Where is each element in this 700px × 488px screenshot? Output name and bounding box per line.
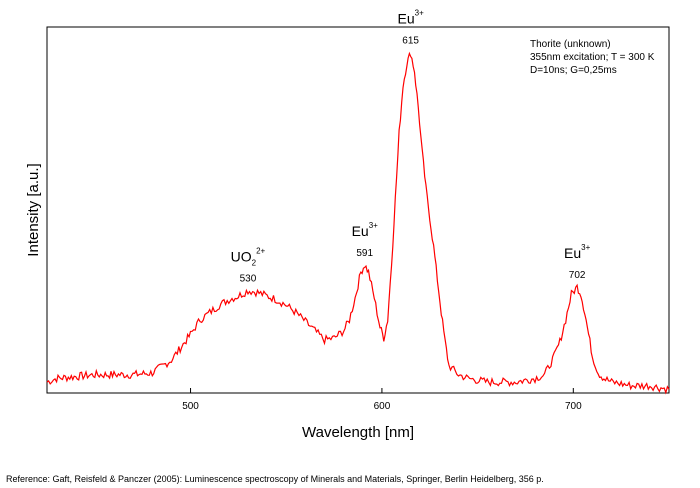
plot-frame bbox=[46, 26, 670, 394]
x-axis-ticks: 500 600 700 bbox=[182, 388, 582, 412]
info-line-excitation: 355nm excitation; T = 300 K bbox=[530, 52, 655, 63]
x-tick-label: 600 bbox=[374, 401, 391, 412]
x-tick-label: 500 bbox=[182, 401, 199, 412]
spectrum-line bbox=[46, 51, 670, 395]
peak-wavelength-label: 702 bbox=[569, 270, 586, 281]
x-tick-label: 700 bbox=[565, 401, 582, 412]
reference-note: Reference: Gaft, Reisfeld & Panczer (200… bbox=[6, 474, 544, 484]
x-axis-label: Wavelength [nm] bbox=[302, 424, 414, 441]
info-line-sample: Thorite (unknown) bbox=[530, 39, 611, 50]
peak-species-label: Eu3+ bbox=[398, 9, 425, 27]
peak-species-label: UO22+ bbox=[231, 247, 266, 268]
peak-wavelength-label: 591 bbox=[356, 248, 373, 259]
y-axis-label: Intensity [a.u.] bbox=[25, 163, 42, 256]
peak-annotations: 530 UO22+ 591 Eu3+ 615 Eu3+ 702 Eu3+ bbox=[231, 9, 591, 285]
info-box: Thorite (unknown) 355nm excitation; T = … bbox=[530, 39, 655, 76]
peak-species-label: Eu3+ bbox=[564, 243, 591, 261]
peak-wavelength-label: 615 bbox=[402, 36, 419, 47]
peak-species-label: Eu3+ bbox=[352, 221, 379, 239]
info-line-gate: D=10ns; G=0,25ms bbox=[530, 65, 617, 76]
peak-wavelength-label: 530 bbox=[240, 274, 257, 285]
